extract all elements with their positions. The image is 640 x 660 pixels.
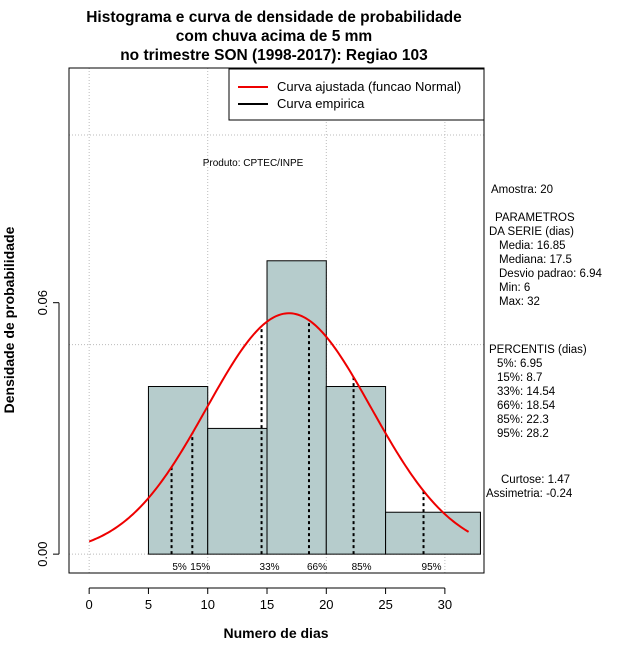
chart-title-line-1: Histograma e curva de densidade de proba… bbox=[86, 9, 462, 26]
histogram-bar-1 bbox=[207, 427, 268, 555]
percentile-5: 5%: 6.95 bbox=[497, 358, 542, 370]
skewness: Assimetria: -0.24 bbox=[486, 488, 573, 500]
param-mediana: Mediana: 17.5 bbox=[499, 254, 572, 266]
percentiles-title: PERCENTIS (dias) bbox=[489, 344, 587, 356]
x-axis-label: Numero de dias bbox=[223, 625, 328, 641]
param-media: Media: 16.85 bbox=[499, 240, 566, 252]
percentile-33: 33%: 14.54 bbox=[497, 386, 556, 398]
histogram-bars bbox=[147, 260, 481, 555]
x-tick-label-0: 0 bbox=[86, 597, 93, 612]
x-tick-label-2: 10 bbox=[200, 597, 214, 612]
x-tick-label-6: 30 bbox=[438, 597, 452, 612]
legend-label-fitted: Curva ajustada (funcao Normal) bbox=[277, 79, 461, 94]
parameters-subtitle: DA SERIE (dias) bbox=[489, 226, 574, 238]
param-max: Max: 32 bbox=[499, 296, 540, 308]
percentile-line-label-1: 15% bbox=[190, 562, 210, 573]
y-tick-label-0: 0.00 bbox=[35, 541, 50, 566]
product-label: Produto: CPTEC/INPE bbox=[203, 158, 304, 169]
x-axis: 0 5 10 15 20 25 30 bbox=[86, 587, 452, 612]
percentile-95: 95%: 28.2 bbox=[497, 428, 549, 440]
legend: Curva ajustada (funcao Normal) Curva emp… bbox=[228, 68, 485, 121]
histogram-bar-4 bbox=[385, 511, 481, 555]
histogram-bar-2 bbox=[266, 260, 327, 555]
percentile-line-label-2: 33% bbox=[260, 562, 280, 573]
histogram-bar-0 bbox=[147, 386, 209, 555]
x-tick-label-5: 25 bbox=[378, 597, 392, 612]
percentile-15: 15%: 8.7 bbox=[497, 372, 542, 384]
statistics-panel: Amostra: 20 PARAMETROS DA SERIE (dias) M… bbox=[486, 184, 603, 500]
legend-label-empirical: Curva empirica bbox=[277, 96, 365, 111]
y-axis: 0.00 0.06 bbox=[35, 290, 60, 567]
percentile-labels: 5% 15% 33% 66% 85% 95% bbox=[172, 562, 441, 573]
y-axis-label: Densidade de probabilidade bbox=[1, 226, 17, 413]
chart-title-line-3: no trimestre SON (1998-2017): Regiao 103 bbox=[120, 47, 428, 64]
param-desvio: Desvio padrao: 6.94 bbox=[499, 268, 603, 280]
parameters-title: PARAMETROS bbox=[495, 212, 575, 224]
x-tick-label-1: 5 bbox=[145, 597, 152, 612]
legend-box bbox=[228, 68, 485, 121]
sample-size: Amostra: 20 bbox=[491, 184, 553, 196]
kurtosis: Curtose: 1.47 bbox=[501, 474, 570, 486]
percentile-lines bbox=[170, 320, 425, 555]
y-tick-label-1: 0.06 bbox=[35, 290, 50, 315]
percentile-line-label-4: 85% bbox=[352, 562, 372, 573]
histogram-bar-3 bbox=[325, 386, 387, 555]
plot-frame bbox=[68, 67, 485, 574]
percentile-85: 85%: 22.3 bbox=[497, 414, 549, 426]
param-min: Min: 6 bbox=[499, 282, 530, 294]
percentile-line-label-0: 5% bbox=[172, 562, 187, 573]
percentile-66: 66%: 18.54 bbox=[497, 400, 556, 412]
percentile-line-label-3: 66% bbox=[307, 562, 327, 573]
x-tick-label-4: 20 bbox=[319, 597, 333, 612]
x-tick-label-3: 15 bbox=[260, 597, 274, 612]
percentile-line-label-5: 95% bbox=[422, 562, 442, 573]
chart-title-line-2: com chuva acima de 5 mm bbox=[176, 28, 372, 45]
normal-curve bbox=[88, 312, 470, 543]
